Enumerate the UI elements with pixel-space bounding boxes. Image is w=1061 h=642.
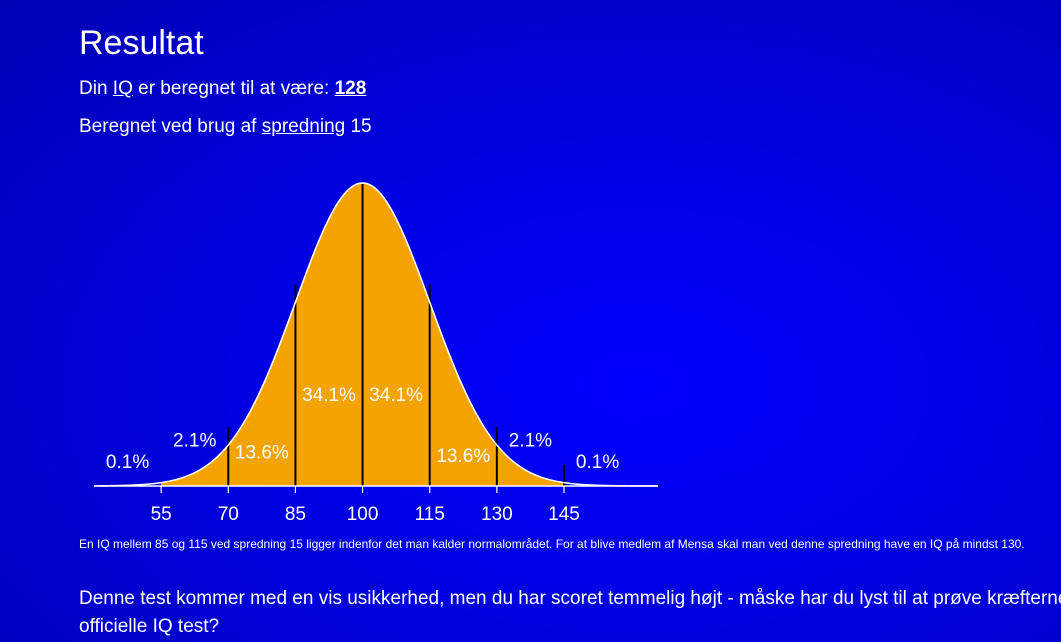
bottom-text-line1: Denne test kommer med en vis usikkerhed,… (79, 588, 1061, 609)
spread-value: 15 (345, 116, 372, 137)
segment-label-5: 13.6% (436, 446, 490, 467)
x-tick-label-130: 130 (481, 504, 513, 525)
x-tick-label-100: 100 (347, 504, 379, 525)
iq-link[interactable]: IQ (112, 78, 133, 99)
iq-distribution-chart: 55 70 85 100 115 130 145 0.1% 2.1% 13.6% 34.1% 34.1… (93, 182, 658, 525)
iq-middle-text: er beregnet til at være: (132, 78, 335, 99)
segment-label-3: 34.1% (302, 385, 356, 406)
iq-result-line: Din IQ er beregnet til at være: 128 (79, 78, 366, 100)
x-tick-label-55: 55 (151, 504, 172, 525)
bottom-text-line2: officielle IQ test? (79, 616, 220, 637)
normal-range-note: En IQ mellem 85 og 115 ved spredning 15 … (79, 537, 1025, 551)
iq-score: 128 (334, 78, 367, 99)
segment-label-1: 2.1% (173, 431, 216, 452)
page-title: Resultat (79, 24, 204, 62)
spread-prefix: Beregnet ved brug af (79, 116, 262, 137)
distribution-curve (93, 182, 658, 487)
x-tick-label-70: 70 (218, 504, 239, 525)
x-tick-label-145: 145 (548, 504, 580, 525)
segment-label-6: 2.1% (509, 431, 552, 452)
x-tick-label-115: 115 (415, 504, 445, 525)
segment-label-2: 13.6% (235, 443, 289, 464)
segment-label-7: 0.1% (576, 452, 619, 473)
bottom-text: Denne test kommer med en vis usikkerhed,… (79, 585, 1061, 641)
segment-label-0: 0.1% (106, 452, 149, 473)
spread-line: Beregnet ved brug af spredning 15 (79, 116, 372, 138)
iq-prefix: Din (79, 78, 113, 99)
spread-link[interactable]: spredning (261, 116, 346, 137)
segment-label-4: 34.1% (369, 385, 423, 406)
x-tick-label-85: 85 (285, 504, 306, 525)
